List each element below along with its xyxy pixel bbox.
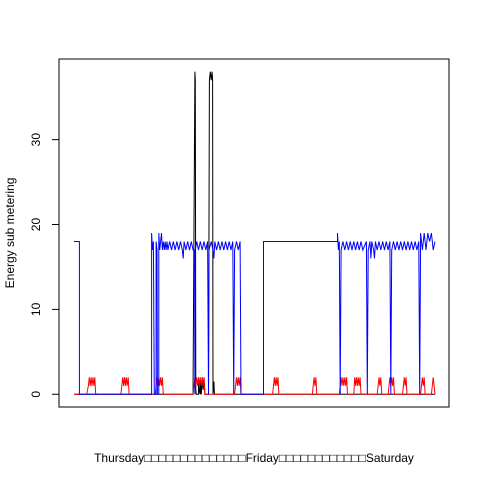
y-tick-label: 10 [29, 302, 43, 316]
y-tick-label: 30 [29, 133, 43, 147]
y-tick-label: 0 [29, 391, 43, 398]
y-axis-label: Energy sub metering [3, 178, 17, 289]
series-line-2 [74, 377, 436, 395]
plot-frame [58, 58, 450, 408]
series-layer [74, 71, 436, 395]
series-line-3 [74, 232, 436, 395]
y-tick-label: 20 [29, 218, 43, 232]
x-axis-label: Thursday□□□□□□□□□□□□□□Friday□□□□□□□□□□□□… [94, 451, 414, 465]
